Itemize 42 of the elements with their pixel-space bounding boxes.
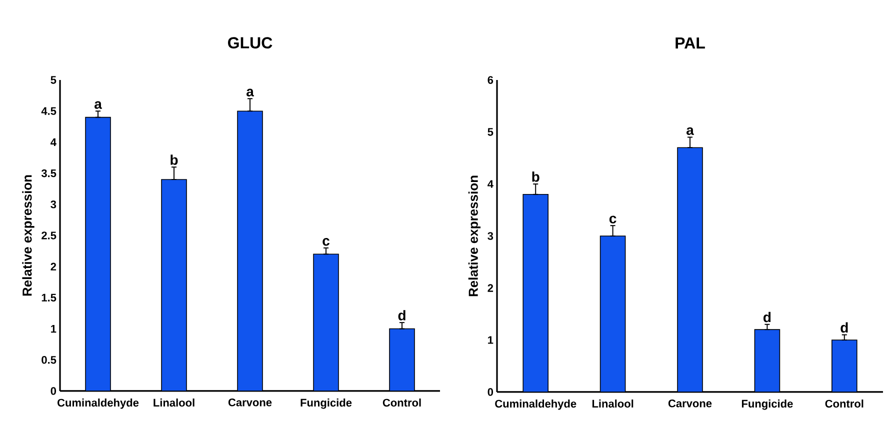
y-tick-label: 4.5 (41, 107, 56, 115)
chart-title: GLUC (228, 37, 272, 48)
y-tick-label: 0 (50, 387, 56, 395)
y-tick-label: 3.5 (41, 169, 56, 178)
y-tick-label: 3 (488, 232, 494, 240)
x-tick-label: Fungicide (742, 400, 793, 410)
x-tick-label: Carvone (228, 398, 272, 406)
y-axis-title: Relative expression (22, 175, 34, 296)
y-tick-label: 5 (488, 128, 494, 136)
y-tick-label: 2.5 (42, 232, 56, 240)
y-tick-label: 5 (50, 76, 56, 84)
x-tick-label: Cuminaldehyde (58, 398, 139, 409)
y-tick-label: 0 (488, 388, 494, 396)
x-tick-label: Linalool (154, 398, 194, 407)
annotation: c (322, 238, 330, 246)
y-tick-label: 1 (488, 336, 494, 344)
chart-title: PAL (676, 37, 705, 48)
y-tick-label: 3 (50, 200, 56, 208)
x-tick-label: Control (825, 400, 864, 408)
x-tick-label: Cuminaldehyde (495, 400, 576, 410)
annotation: d (764, 312, 771, 322)
x-tick-label: Carvone (668, 400, 712, 408)
annotation: c (609, 216, 616, 224)
y-tick-label: 6 (488, 76, 494, 84)
y-tick-label: 1.5 (42, 294, 56, 302)
y-tick-label: 1 (51, 325, 56, 333)
y-axis-title: Relative expression (468, 176, 480, 296)
annotation: d (840, 322, 848, 333)
annotation: d (398, 310, 406, 320)
annotation: a (246, 88, 254, 96)
y-tick-label: 2 (50, 262, 56, 270)
annotation: a (686, 127, 694, 135)
y-tick-label: 4 (488, 180, 494, 188)
x-tick-label: Fungicide (300, 398, 352, 409)
annotation: b (170, 154, 178, 165)
y-tick-label: 0.5 (42, 356, 56, 364)
x-tick-label: Control (382, 398, 421, 407)
annotation: a (94, 101, 102, 109)
annotation: b (532, 172, 540, 182)
y-tick-label: 4 (50, 138, 56, 146)
y-tick-label: 2 (488, 284, 494, 292)
x-tick-label: Linalool (592, 400, 634, 408)
